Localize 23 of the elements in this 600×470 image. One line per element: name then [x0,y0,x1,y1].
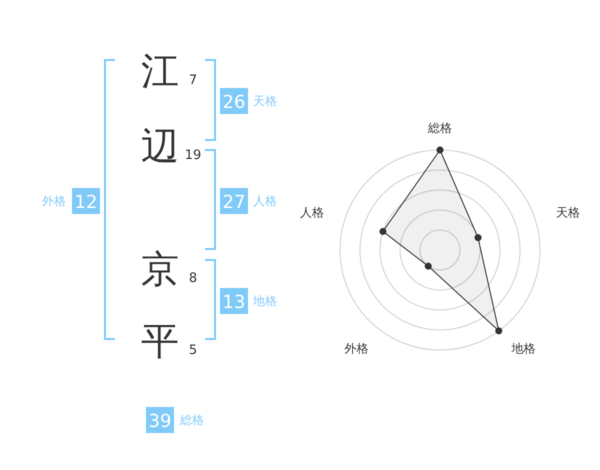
spoke-label: 天格 [556,205,580,220]
text: 人格 [253,194,277,208]
text: 平 [141,319,179,363]
text: 外格 [42,194,66,208]
text: 辺 [141,124,179,168]
spoke-label: 総格 [427,121,452,135]
text: 天格 [253,94,277,108]
spoke-label: 地格 [510,342,536,356]
text: 京 [141,247,179,291]
text: 5 [188,343,198,358]
spoke-label: 外格 [344,342,368,356]
text: 26 [222,92,246,113]
text: 江 [141,49,179,93]
text: 地格 [252,294,277,308]
text: 総格 [179,413,204,427]
text: 8 [188,271,198,286]
text: 39 [148,411,172,432]
text: 12 [74,192,98,213]
text: 13 [222,292,246,313]
text: 7 [188,73,198,88]
spoke-label: 人格 [300,205,324,220]
text: 27 [222,192,246,213]
text: 19 [184,148,202,163]
